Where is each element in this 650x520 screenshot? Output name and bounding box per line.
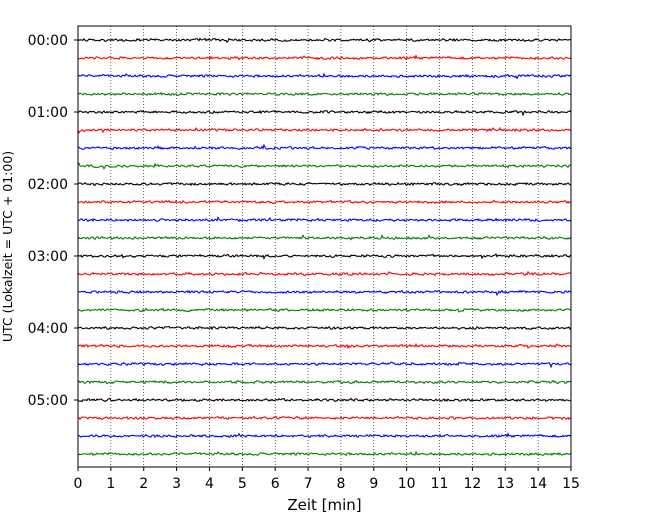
- trace-17: [77, 325, 572, 331]
- y-tick-label: 05:00: [28, 393, 68, 409]
- trace-1: [77, 37, 572, 44]
- x-tick-label: 15: [562, 476, 580, 492]
- y-tick-label: 01:00: [28, 105, 68, 121]
- trace-20: [77, 379, 572, 385]
- x-tick-label: 0: [74, 476, 83, 492]
- trace-23: [77, 432, 572, 439]
- trace-13: [77, 253, 572, 260]
- x-tick-label: 6: [271, 476, 280, 492]
- y-tick-label: 02:00: [28, 177, 68, 193]
- y-axis-label: UTC (Lokalzeit = UTC + 01:00): [0, 151, 15, 342]
- x-axis-label: Zeit [min]: [287, 496, 361, 514]
- y-tick-label: 04:00: [28, 321, 68, 337]
- trace-11: [77, 216, 572, 223]
- x-tick-label: 2: [139, 476, 148, 492]
- x-tick-label: 8: [336, 476, 345, 492]
- trace-16: [77, 307, 572, 313]
- trace-3: [77, 72, 572, 80]
- traces: [77, 37, 572, 457]
- trace-9: [77, 181, 572, 187]
- x-tick-label: 7: [304, 476, 313, 492]
- y-tick-label: 00:00: [28, 33, 68, 49]
- trace-5: [77, 109, 572, 117]
- trace-4: [77, 91, 572, 97]
- x-tick-label: 5: [238, 476, 247, 492]
- x-tick-label: 9: [369, 476, 378, 492]
- x-tick-label: 12: [463, 476, 481, 492]
- x-tick-label: 11: [431, 476, 449, 492]
- y-tick-label: 03:00: [28, 249, 68, 265]
- plot-frame: [77, 25, 572, 468]
- y-axis-ticks: 00:00 01:00 02:00 03:00 04:00 05:00: [28, 33, 78, 409]
- x-tick-label: 1: [106, 476, 115, 492]
- trace-8: [77, 162, 572, 171]
- trace-10: [77, 199, 572, 205]
- x-tick-label: 14: [529, 476, 547, 492]
- trace-19: [77, 361, 572, 369]
- x-axis-ticks: 0 1 2 3 4 5 6 7 8 9 10 11 12 13 14 15: [74, 467, 580, 492]
- x-tick-label: 3: [172, 476, 181, 492]
- trace-6: [77, 126, 572, 134]
- trace-2: [77, 54, 572, 61]
- trace-12: [77, 233, 572, 241]
- trace-24: [77, 450, 572, 457]
- trace-15: [77, 289, 572, 297]
- trace-7: [77, 143, 572, 151]
- x-tick-label: 4: [205, 476, 214, 492]
- trace-21: [77, 397, 571, 403]
- trace-14: [77, 270, 572, 277]
- trace-18: [77, 342, 572, 350]
- trace-22: [77, 415, 572, 421]
- x-tick-label: 13: [496, 476, 514, 492]
- x-tick-label: 10: [398, 476, 416, 492]
